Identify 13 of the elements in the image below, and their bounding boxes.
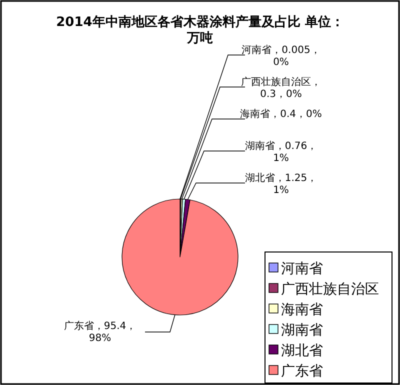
data-label: 湖南省，0.76，1%	[244, 140, 318, 164]
legend-label: 广西壮族自治区	[281, 282, 379, 298]
data-label: 海南省，0.4，0%	[240, 108, 322, 120]
data-label: 广西壮族自治区，0.3，0%	[241, 76, 321, 100]
legend-label: 河南省	[281, 261, 323, 277]
data-label: 河南省，0.005，0%	[242, 44, 320, 68]
legend-label: 湖北省	[281, 343, 323, 359]
legend-label: 湖南省	[281, 322, 323, 338]
legend-label: 海南省	[281, 302, 323, 318]
data-label: 广东省，95.4，98%	[64, 320, 136, 344]
data-label: 湖北省，1.25，1%	[244, 172, 318, 196]
legend-label: 广东省	[281, 364, 323, 380]
chart-title: 2014年中南地区各省木器涂料产量及占比 单位：万吨	[56, 14, 344, 46]
